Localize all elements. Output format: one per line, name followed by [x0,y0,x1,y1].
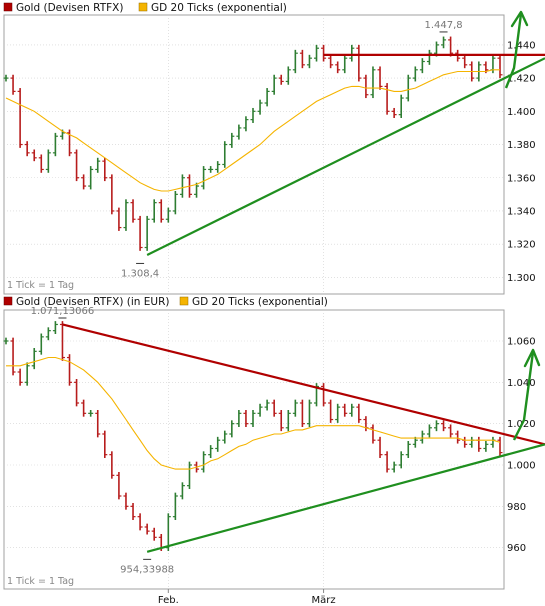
high-annotation: 1.071,13066 [31,306,95,317]
x-tick-label: Feb. [158,595,179,606]
y-tick-label: 1.440 [507,40,536,51]
legend-swatch-gold [3,2,13,12]
y-tick-label: 1.400 [507,107,536,118]
high-annotation: 1.447,8 [424,20,462,31]
legend-swatch-ma [138,2,148,12]
legend-gold-eur: Gold (Devisen RTFX) (in EUR) [16,296,170,308]
up-arrow-top [504,13,523,89]
y-tick-label: 980 [507,502,526,513]
footer-tick-note: 1 Tick = 1 Tag [7,576,74,587]
y-tick-label: 960 [507,543,526,554]
y-tick-label: 1.360 [507,173,536,184]
x-axis: Feb. März [158,589,336,606]
y-tick-label: 1.060 [507,337,536,348]
forecast-arrows [504,10,541,441]
support-trendline [146,57,545,256]
low-annotation: 1.308,4 [121,268,159,279]
plot-frame [3,14,505,295]
up-arrow-bottom-head [523,348,541,368]
y-tick-label: 1.320 [507,240,536,251]
x-tick-label: März [312,595,336,606]
moving-average-line [6,356,501,470]
legend-ma: GD 20 Ticks (exponential) [151,2,287,14]
resistance-trendline [62,323,545,446]
up-arrow-top-head [510,10,529,28]
y-tick-label: 1.300 [507,273,536,284]
up-arrow-bottom [512,351,535,441]
gold-usd-panel: Gold (Devisen RTFX) GD 20 Ticks (exponen… [3,2,545,295]
y-tick-label: 1.340 [507,206,536,217]
low-annotation: 954,33988 [120,564,174,575]
y-tick-label: 1.000 [507,461,536,472]
legend-swatch-ma-eur [179,296,189,306]
legend-ma-eur: GD 20 Ticks (exponential) [192,296,328,308]
y-tick-label: 1.040 [507,378,536,389]
y-tick-label: 1.420 [507,74,536,85]
gold-eur-panel: Gold (Devisen RTFX) (in EUR) GD 20 Ticks… [3,296,545,590]
moving-average-line [5,69,500,192]
legend-gold: Gold (Devisen RTFX) [16,2,123,14]
support-trendline [146,443,545,553]
footer-tick-note: 1 Tick = 1 Tag [7,280,74,291]
plot-frame [3,309,505,590]
y-tick-label: 1.380 [507,140,536,151]
legend-swatch-gold-eur [3,296,13,306]
